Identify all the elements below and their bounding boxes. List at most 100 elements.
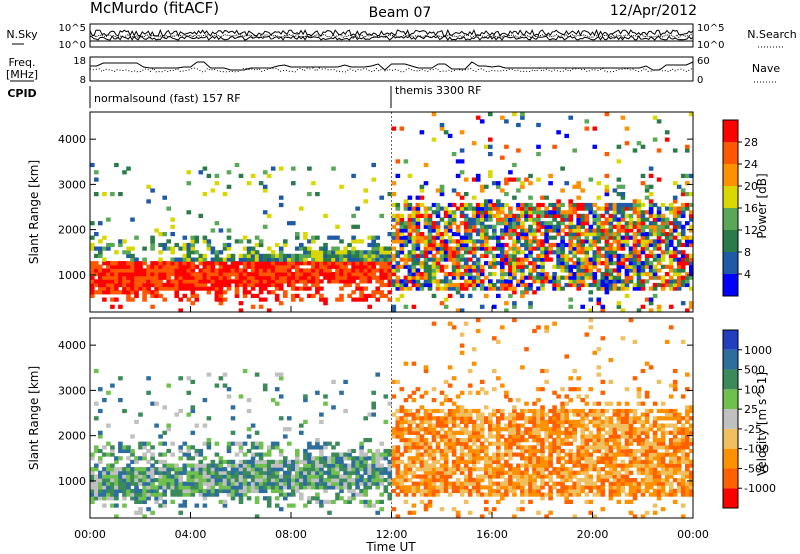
heatmap-cell (347, 242, 352, 248)
heatmap-cell (459, 239, 465, 244)
heatmap-cell (431, 210, 437, 215)
heatmap-cell (443, 239, 449, 244)
heatmap-cell (640, 279, 646, 284)
heatmap-cell (536, 217, 541, 222)
heatmap-cell (596, 478, 602, 483)
heatmap-cell (455, 478, 461, 483)
heatmap-cell (307, 441, 312, 446)
heatmap-cell (451, 253, 457, 258)
heatmap-cell (500, 242, 505, 248)
heatmap-cell (106, 264, 111, 269)
heatmap-cell (210, 275, 216, 280)
heatmap-cell (246, 261, 252, 266)
heatmap-cell (447, 408, 453, 414)
heatmap-cell (379, 499, 384, 504)
heatmap-cell (363, 279, 368, 284)
heatmap-cell (287, 474, 292, 479)
heatmap-cell (379, 275, 384, 280)
heatmap-cell (291, 467, 296, 472)
heatmap-cell (500, 441, 505, 446)
heatmap-cell (580, 206, 585, 211)
heatmap-cell (544, 224, 549, 229)
heatmap-cell (467, 235, 473, 240)
heatmap-cell (608, 427, 614, 432)
heatmap-cell (648, 206, 654, 211)
heatmap-cell (419, 235, 425, 240)
heatmap-cell (142, 275, 147, 280)
heatmap-cell (467, 246, 473, 251)
heatmap-cell (496, 339, 501, 344)
heatmap-cell (463, 467, 469, 472)
heatmap-cell (520, 463, 525, 468)
heatmap-cell (142, 456, 147, 461)
heatmap-cell (395, 206, 401, 211)
heatmap-cell (411, 438, 417, 443)
heatmap-cell (636, 308, 642, 313)
heatmap-cell (636, 268, 642, 273)
heatmap-cell (335, 253, 340, 258)
heatmap-cell (126, 279, 131, 284)
heatmap-cell (439, 474, 445, 479)
heatmap-cell (90, 481, 95, 486)
heatmap-cell (560, 188, 565, 193)
heatmap-cell (399, 405, 405, 410)
heatmap-cell (226, 459, 232, 464)
heatmap-cell (118, 239, 123, 244)
heatmap-cell (415, 228, 421, 233)
heatmap-cell (431, 408, 437, 414)
heatmap-cell (568, 268, 573, 273)
heatmap-cell (150, 467, 155, 472)
heatmap-cell (636, 206, 642, 211)
heatmap-cell (455, 423, 461, 428)
heatmap-cell (632, 488, 638, 494)
heatmap-cell (540, 448, 545, 454)
heatmap-cell (359, 445, 364, 450)
heatmap-cell (399, 239, 405, 244)
heatmap-cell (459, 332, 465, 337)
heatmap-cell (206, 474, 212, 479)
heatmap-cell (158, 293, 163, 298)
heatmap-cell (672, 213, 678, 218)
heatmap-cell (126, 272, 131, 277)
heatmap-cell (479, 264, 485, 269)
heatmap-cell (664, 232, 670, 237)
heatmap-cell (439, 427, 445, 432)
heatmap-cell (685, 192, 690, 197)
heatmap-cell (512, 290, 517, 295)
heatmap-cell (347, 253, 352, 258)
heatmap-cell (435, 419, 441, 424)
heatmap-cell (624, 126, 630, 131)
heatmap-cell (652, 510, 658, 515)
heatmap-cell (532, 492, 537, 497)
heatmap-cell (455, 246, 461, 251)
heatmap-cell (343, 257, 348, 262)
heatmap-cell (351, 253, 356, 258)
heatmap-cell (102, 246, 107, 251)
heatmap-cell (439, 246, 445, 251)
heatmap-cell (134, 474, 139, 479)
heatmap-cell (423, 279, 429, 284)
heatmap-cell (479, 202, 485, 208)
heatmap-cell (291, 272, 296, 277)
heatmap-cell (544, 210, 549, 215)
heatmap-cell (283, 496, 288, 501)
heatmap-cell (616, 419, 622, 424)
heatmap-cell (146, 459, 151, 464)
heatmap-cell (234, 282, 240, 288)
heatmap-cell (371, 162, 376, 168)
heatmap-cell (640, 210, 646, 215)
heatmap-cell (274, 372, 280, 377)
heatmap-cell (126, 290, 131, 295)
heatmap-cell (656, 242, 662, 248)
heatmap-cell (640, 470, 646, 475)
heatmap-cell (146, 474, 151, 479)
heatmap-cell (660, 224, 666, 229)
heatmap-cell (126, 286, 131, 291)
heatmap-cell (652, 282, 658, 288)
heatmap-cell (106, 441, 111, 446)
heatmap-cell (604, 272, 610, 277)
heatmap-cell (383, 448, 389, 454)
heatmap-cell (238, 499, 244, 504)
heatmap-cell (359, 448, 364, 454)
heatmap-cell (218, 286, 224, 291)
